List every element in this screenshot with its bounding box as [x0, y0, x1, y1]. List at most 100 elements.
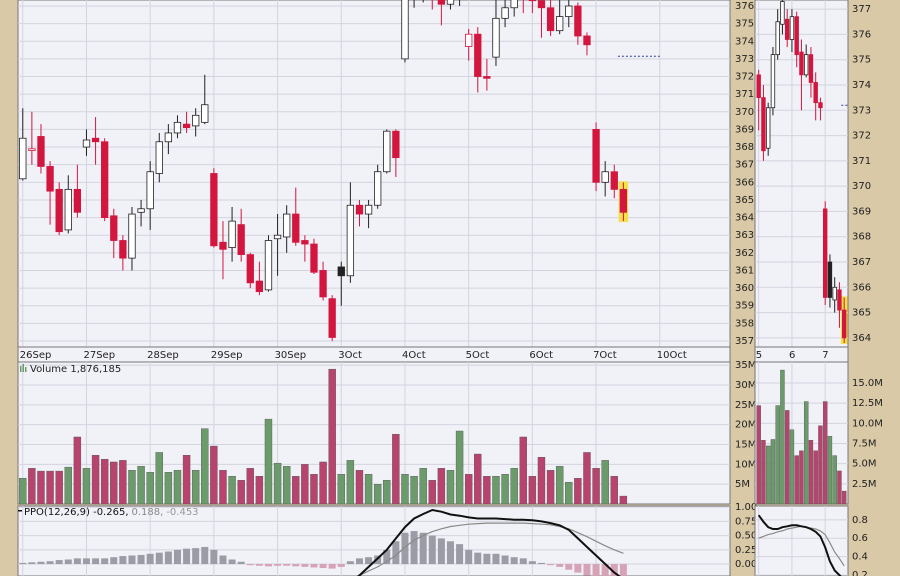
volume-bar	[46, 470, 54, 504]
y-tick-label: 365	[735, 195, 754, 206]
histogram-bar	[46, 561, 54, 565]
y-tick-label: 377	[852, 4, 871, 15]
candle-body	[832, 286, 837, 301]
y-tick-label: 374	[852, 80, 871, 91]
histogram-bar	[192, 548, 200, 565]
volume-bar	[555, 466, 564, 504]
histogram-bar	[465, 549, 473, 565]
histogram-bar	[219, 555, 227, 565]
y-tick-label: 376	[735, 1, 754, 12]
histogram-bar	[37, 561, 45, 565]
volume-bar	[822, 401, 828, 504]
volume-bar	[410, 476, 418, 504]
candle-body	[182, 123, 191, 129]
histogram-bar	[82, 558, 90, 565]
y-tick-label: 2.5M	[852, 479, 877, 490]
y-tick-label: 0.00	[735, 559, 757, 570]
volume-bar	[373, 483, 382, 504]
volume-bar	[264, 418, 273, 504]
volume-bar	[780, 369, 785, 504]
histogram-bar	[419, 532, 427, 565]
candle-body	[328, 298, 336, 338]
candle-body	[355, 204, 364, 215]
y-tick-label: 373	[735, 54, 754, 65]
histogram-bar	[64, 559, 72, 565]
volume-bar	[110, 461, 118, 504]
x-tick-label: 3Oct	[338, 350, 362, 361]
histogram-bar	[173, 549, 181, 565]
candle-body	[465, 33, 473, 47]
histogram-bar	[183, 548, 191, 565]
y-tick-label: 375	[735, 19, 754, 30]
candle-body	[437, 0, 446, 5]
candle-body	[841, 309, 847, 339]
y-tick-label: 15.0M	[852, 378, 883, 389]
volume-bar	[419, 468, 427, 504]
panel: 5M 10M 15M 20M 25M 30M 35M Volume 1,876,185	[17, 360, 756, 505]
candle-body	[73, 188, 82, 213]
plot	[755, 362, 848, 504]
volume-bar	[799, 450, 804, 504]
volume-bar	[237, 480, 245, 504]
histogram-bar	[101, 558, 109, 565]
volume-bar	[808, 440, 814, 504]
y-tick-label: 368	[735, 142, 754, 153]
histogram-bar	[92, 558, 100, 565]
volume-bar	[813, 450, 818, 504]
volume-bar	[292, 476, 300, 504]
volume-bar	[201, 428, 209, 504]
volume-bar	[355, 470, 364, 504]
candle-body	[237, 224, 245, 256]
histogram-bar	[55, 560, 63, 565]
signal-line	[355, 522, 624, 576]
candle-body	[110, 215, 118, 241]
volume-bar	[761, 440, 766, 504]
candle-body	[128, 213, 136, 259]
x-tick-label: 5Oct	[466, 350, 490, 361]
y-tick-label: 0.8	[852, 515, 868, 526]
volume-bar	[841, 490, 847, 504]
y-tick-label: 363	[735, 230, 754, 241]
volume-bar	[428, 480, 436, 504]
candle-body	[192, 114, 200, 127]
candle-body	[55, 188, 63, 233]
volume-bar	[789, 429, 795, 504]
volume-bar	[464, 474, 473, 504]
volume-bar	[619, 495, 628, 504]
volume-bar	[364, 474, 373, 504]
candle-body	[146, 171, 154, 210]
volume-bar	[574, 478, 582, 504]
candle-body	[101, 141, 109, 218]
histogram-bar	[119, 556, 127, 565]
volume-bar	[474, 453, 482, 504]
y-tick-label: 15M	[735, 440, 756, 451]
volume-bar	[770, 439, 776, 504]
histogram-bar	[128, 555, 136, 565]
candle-body	[19, 137, 27, 180]
volume-bar	[455, 430, 464, 504]
volume-bar	[255, 476, 264, 504]
candle-body	[37, 136, 45, 167]
histogram-bar	[492, 553, 500, 565]
histogram-bar	[337, 564, 345, 567]
volume-bar	[837, 470, 842, 504]
candle-body	[292, 213, 300, 243]
ppo-line	[757, 514, 842, 576]
candle-body	[319, 270, 327, 298]
volume-bar	[119, 460, 127, 504]
candle-body	[364, 204, 373, 215]
panel: 0.2 0.4 0.6 0.8	[754, 505, 868, 576]
candle-body	[803, 54, 809, 76]
volume-bar	[446, 470, 455, 504]
volume-bar	[310, 474, 318, 504]
y-tick-label: 35M	[735, 360, 756, 371]
candle-body	[155, 141, 163, 174]
histogram-bar	[264, 564, 272, 567]
volume-bar	[501, 474, 509, 504]
candle-body	[273, 234, 282, 240]
histogram-bar	[528, 561, 536, 565]
histogram-bar	[556, 564, 564, 567]
candle-body	[401, 0, 409, 60]
volume-bar	[483, 476, 491, 504]
